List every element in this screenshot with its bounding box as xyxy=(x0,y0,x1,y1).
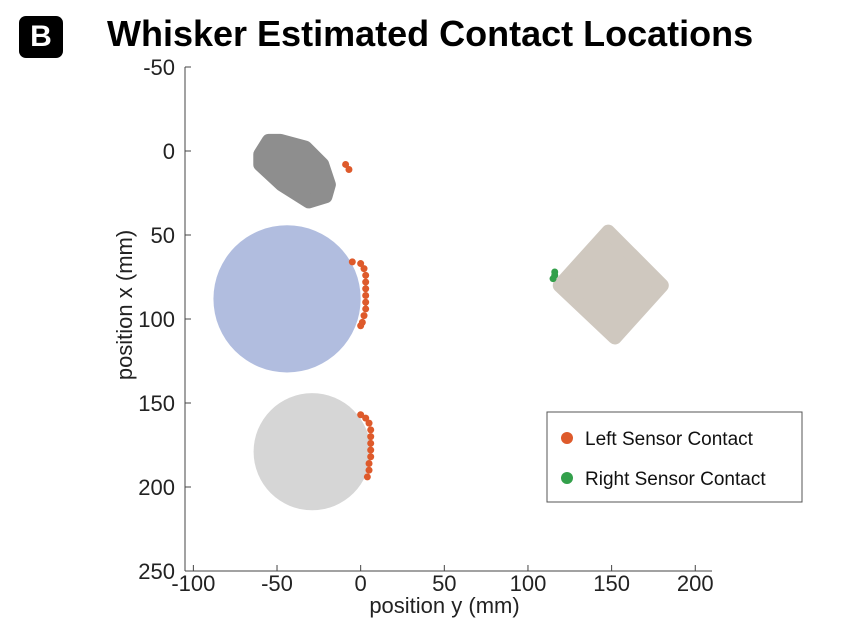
x-tick-label: 50 xyxy=(432,571,456,596)
object-polygon-0 xyxy=(253,133,336,209)
contact-point-right-2 xyxy=(549,275,557,283)
contact-point-left-5 xyxy=(362,271,370,279)
x-tick-label: -100 xyxy=(171,571,215,596)
x-tick-label: 150 xyxy=(593,571,630,596)
object-polygon-3 xyxy=(552,224,669,345)
objects-layer xyxy=(213,133,669,511)
legend-marker-left xyxy=(561,432,573,444)
contact-point-left-18 xyxy=(367,433,375,441)
object-circle-1 xyxy=(213,225,361,373)
contact-point-left-0 xyxy=(342,160,350,168)
contact-points-layer xyxy=(342,160,559,481)
legend-marker-right xyxy=(561,472,573,484)
y-ticks: -50 0 50 100 150 200 250 xyxy=(138,55,191,584)
contact-point-left-22 xyxy=(365,459,373,467)
contact-point-left-21 xyxy=(367,453,375,461)
panel-label-badge: B xyxy=(19,16,63,58)
y-tick-label: 250 xyxy=(138,559,175,584)
contact-point-left-24 xyxy=(363,473,371,481)
x-tick-label: -50 xyxy=(261,571,293,596)
contact-point-left-10 xyxy=(362,305,370,313)
x-tick-label: 100 xyxy=(510,571,547,596)
y-tick-label: 200 xyxy=(138,475,175,500)
contact-point-left-4 xyxy=(360,265,368,273)
contact-point-left-15 xyxy=(362,414,370,422)
y-axis-label: position x (mm) xyxy=(112,230,137,380)
x-tick-label: 0 xyxy=(355,571,367,596)
object-circle-2 xyxy=(253,393,371,511)
contact-point-left-8 xyxy=(362,291,370,299)
x-ticks: -100 -50 0 50 100 150 200 xyxy=(171,565,714,596)
y-tick-label: 100 xyxy=(138,307,175,332)
contact-point-left-2 xyxy=(348,258,356,266)
legend-label-right: Right Sensor Contact xyxy=(585,469,766,490)
legend-box xyxy=(546,411,803,503)
contact-point-left-11 xyxy=(360,312,368,320)
x-tick-label: 200 xyxy=(677,571,714,596)
y-tick-label: 0 xyxy=(163,139,175,164)
contact-point-left-20 xyxy=(367,446,375,454)
contact-point-left-14 xyxy=(357,411,365,419)
contact-point-left-3 xyxy=(357,260,365,268)
contact-point-left-16 xyxy=(365,419,373,427)
legend-label-left: Left Sensor Contact xyxy=(585,429,754,450)
contact-point-left-13 xyxy=(357,322,365,330)
contact-point-left-17 xyxy=(367,426,375,434)
y-tick-label: 150 xyxy=(138,391,175,416)
y-tick-label: -50 xyxy=(143,55,175,80)
contact-point-left-7 xyxy=(362,285,370,293)
y-tick-label: 50 xyxy=(151,223,175,248)
contact-point-left-23 xyxy=(365,466,373,474)
x-axis-label: position y (mm) xyxy=(369,593,519,618)
contact-point-left-6 xyxy=(362,278,370,286)
contact-point-left-9 xyxy=(362,298,370,306)
contact-point-left-1 xyxy=(345,165,353,173)
legend: Left Sensor Contact Right Sensor Contact xyxy=(546,411,803,503)
chart-title: Whisker Estimated Contact Locations xyxy=(107,13,754,54)
contact-point-left-19 xyxy=(367,439,375,447)
